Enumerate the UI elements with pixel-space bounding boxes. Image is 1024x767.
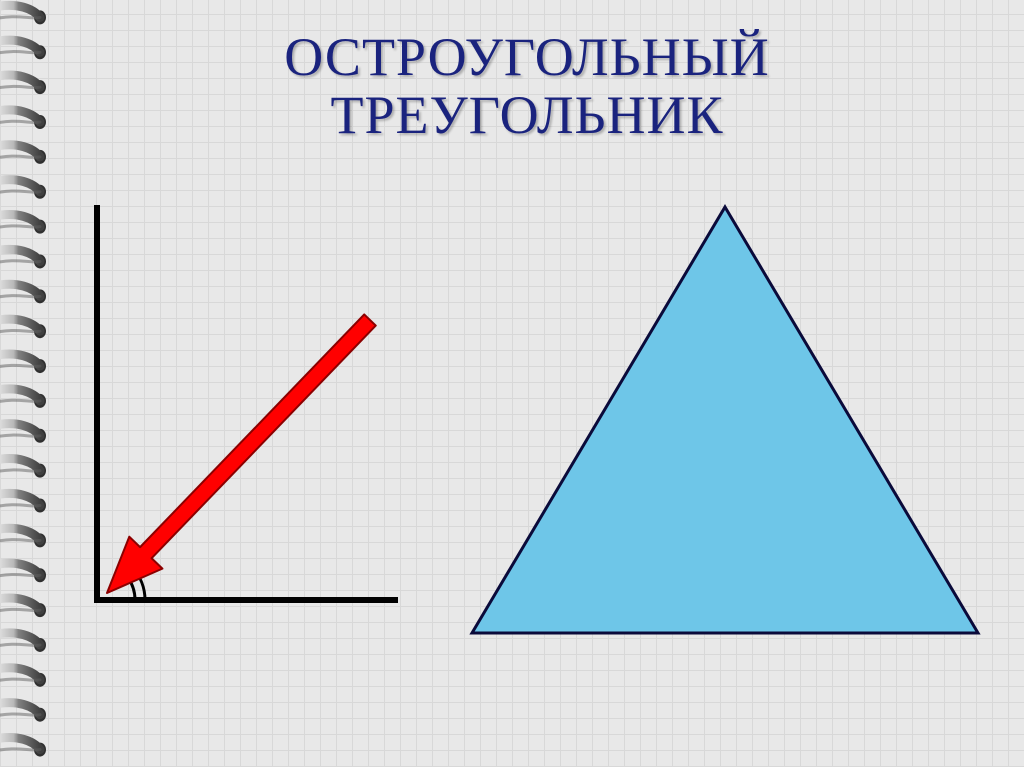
- title-line-2: ТРЕУГОЛЬНИК: [330, 85, 723, 145]
- acute-angle-arrow: [85, 205, 415, 605]
- spiral-binding: [0, 0, 50, 767]
- title-line-1: ОСТРОУГОЛЬНЫЙ: [284, 27, 769, 87]
- slide-title: ОСТРОУГОЛЬНЫЙ ТРЕУГОЛЬНИК: [60, 28, 994, 145]
- acute-triangle: [460, 195, 990, 645]
